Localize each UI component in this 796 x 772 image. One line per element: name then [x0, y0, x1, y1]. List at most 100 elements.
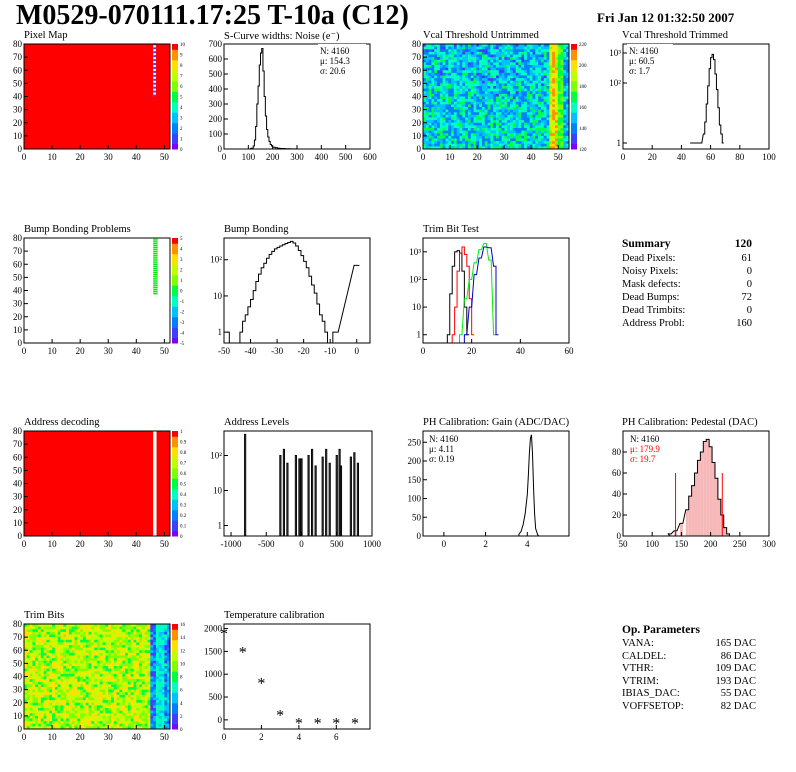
heat-cell — [566, 75, 570, 79]
heat-cell — [535, 86, 539, 90]
heat-cell — [518, 62, 522, 66]
heat-cell — [77, 713, 81, 717]
heat-cell — [26, 715, 31, 719]
heat-cell — [453, 146, 458, 150]
heat-cell — [57, 650, 61, 654]
heat-cell — [479, 125, 483, 129]
heat-cell — [563, 72, 567, 76]
heat-cell — [68, 626, 73, 630]
heat-cell — [116, 673, 120, 677]
heat-cell — [535, 117, 539, 121]
heat-cell — [127, 658, 132, 662]
heat-cell — [518, 135, 522, 139]
heat-cell — [549, 107, 553, 111]
heat-cell — [451, 91, 455, 95]
heat-cell — [451, 54, 455, 58]
heat-cell — [29, 702, 33, 706]
heat-cell — [473, 86, 477, 90]
heat-cell — [560, 54, 564, 58]
heat-cell — [141, 718, 146, 722]
heat-cell — [46, 629, 50, 633]
heat-cell — [125, 634, 129, 638]
heat-cell — [518, 51, 522, 55]
heat-cell — [428, 65, 432, 69]
heat-cell — [462, 51, 466, 55]
heat-cell — [136, 650, 140, 654]
summary-label: Noisy Pixels: — [622, 266, 679, 277]
heat-cell — [130, 666, 134, 670]
heat-cell — [459, 114, 463, 118]
heat-cell — [26, 692, 31, 696]
heat-cell — [552, 109, 556, 113]
heat-cell — [490, 49, 494, 53]
heat-cell — [462, 46, 466, 50]
heat-cell — [85, 694, 89, 698]
heat-cell — [43, 652, 47, 656]
heat-cell — [493, 133, 497, 137]
heat-cell — [462, 107, 466, 111]
y-tick-label: 80 — [612, 447, 622, 457]
heat-cell — [161, 694, 165, 698]
heat-cell — [445, 59, 449, 63]
heat-cell — [465, 141, 469, 145]
heat-cell — [113, 726, 118, 730]
heat-cell — [546, 86, 550, 90]
heat-cell — [521, 114, 525, 118]
heat-cell — [439, 65, 444, 69]
heat-cell — [24, 652, 28, 656]
heat-cell — [74, 624, 78, 628]
heat-cell — [125, 694, 129, 698]
heat-cell — [102, 710, 106, 714]
heat-cell — [431, 65, 435, 69]
heat-cell — [507, 114, 511, 118]
heat-cell — [102, 671, 106, 675]
stats-box — [318, 44, 366, 78]
heat-cell — [507, 80, 511, 84]
heat-cell — [445, 107, 449, 111]
heat-cell — [552, 44, 556, 48]
heat-cell — [68, 694, 73, 698]
heat-cell — [136, 684, 140, 688]
heat-cell — [111, 631, 115, 635]
heat-cell — [560, 70, 564, 74]
heat-cell — [29, 671, 33, 675]
heat-cell — [470, 54, 474, 58]
heat-cell — [167, 721, 171, 725]
heat-cell — [144, 626, 148, 630]
heat-cell — [99, 650, 104, 654]
heat-cell — [518, 133, 522, 137]
heat-cell — [71, 713, 75, 717]
heat-cell — [102, 645, 106, 649]
x-tick-label: 20 — [467, 346, 477, 356]
heat-cell — [71, 694, 75, 698]
heat-cell — [524, 109, 528, 113]
heat-cell — [529, 104, 533, 108]
heat-cell — [451, 44, 455, 48]
heat-cell — [490, 141, 494, 145]
x-tick-label: 1000 — [363, 539, 382, 549]
heat-cell — [501, 117, 505, 121]
heat-cell — [108, 650, 112, 654]
heat-cell — [549, 99, 553, 103]
heat-cell — [46, 647, 50, 651]
heat-cell — [515, 138, 519, 142]
heat-cell — [113, 694, 118, 698]
heat-cell — [82, 660, 87, 664]
heat-cell — [538, 138, 542, 142]
heat-cell — [111, 715, 115, 719]
heat-cell — [456, 107, 460, 111]
heat-cell — [507, 146, 511, 150]
heat-cell — [425, 133, 430, 137]
heat-cell — [428, 44, 432, 48]
heat-cell — [52, 642, 56, 646]
heat-cell — [498, 125, 503, 129]
heat-cell — [80, 702, 84, 706]
heat-cell — [554, 83, 559, 87]
heat-cell — [538, 125, 542, 129]
heat-cell — [52, 702, 56, 706]
heat-cell — [462, 117, 466, 121]
heat-cell — [63, 626, 67, 630]
heat-cell — [144, 684, 148, 688]
heat-cell — [557, 120, 561, 124]
